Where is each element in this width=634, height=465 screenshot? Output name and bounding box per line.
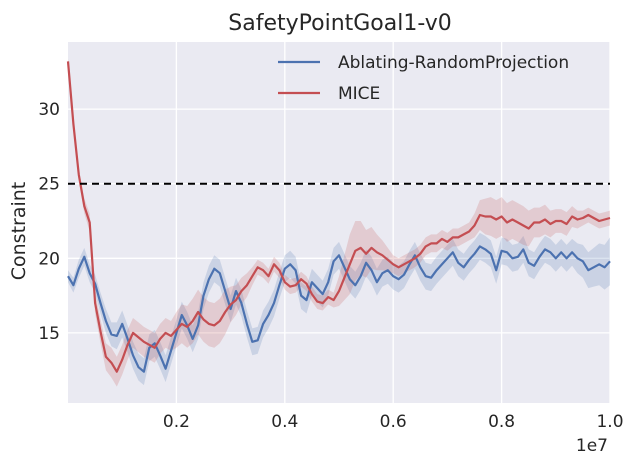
y-tick-label: 15 — [38, 324, 60, 344]
series-line-mice — [66, 61, 611, 373]
y-tick-label: 20 — [38, 249, 60, 269]
x-tick-label: 1.0 — [596, 412, 623, 432]
confidence-band-mice — [68, 58, 610, 387]
y-tick-label: 25 — [38, 175, 60, 195]
y-axis-label: Constraint — [8, 182, 30, 281]
x-tick-label: 0.2 — [163, 412, 190, 432]
legend: Ablating-RandomProjection MICE — [278, 53, 569, 104]
x-tick-label: 0.4 — [271, 412, 298, 432]
x-tick-label: 0.6 — [380, 412, 407, 432]
chart-title: SafetyPointGoal1-v0 — [228, 11, 451, 36]
series-lines — [66, 61, 611, 373]
legend-label-ablating: Ablating-RandomProjection — [338, 53, 569, 73]
y-axis-ticks: 15 20 25 30 — [38, 100, 60, 344]
confidence-bands — [68, 58, 610, 387]
y-tick-label: 30 — [38, 100, 60, 120]
series-line-ablating — [67, 245, 611, 373]
confidence-band-ablating — [68, 232, 610, 386]
x-axis-offset-label: 1e7 — [576, 436, 608, 456]
x-tick-label: 0.8 — [488, 412, 515, 432]
legend-label-mice: MICE — [338, 84, 380, 104]
x-axis-ticks: 0.2 0.4 0.6 0.8 1.0 — [163, 412, 624, 432]
